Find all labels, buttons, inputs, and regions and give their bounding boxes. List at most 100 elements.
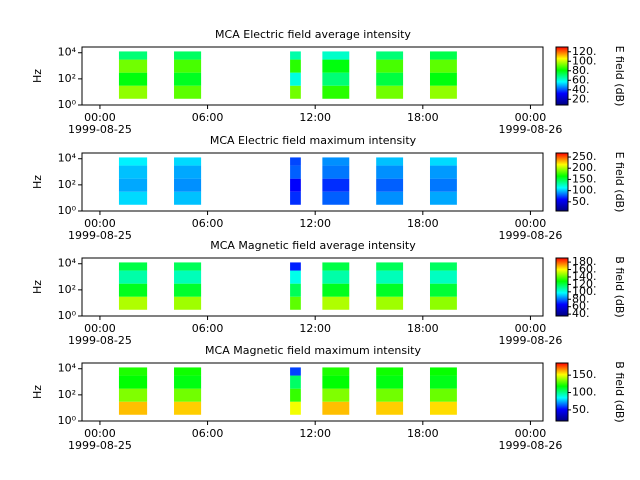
spectrogram-cell: [290, 283, 301, 297]
y-tick-label: 10⁰: [58, 414, 77, 427]
spectrogram-cell: [290, 51, 301, 60]
spectrogram-cell: [322, 401, 350, 415]
spectrogram-cell: [376, 59, 404, 73]
x-tick-label: 06:00: [192, 322, 224, 335]
spectrogram-cell: [118, 367, 148, 376]
spectrogram-cell: [429, 270, 457, 284]
spectrogram-cell: [290, 191, 301, 205]
spectrogram-cell: [376, 283, 404, 297]
x-tick-label: 12:00: [299, 111, 331, 124]
x-tick-label: 06:00: [192, 217, 224, 230]
colorbar-tick-label: 140.: [572, 270, 597, 283]
colorbar-tick-label: 100.: [572, 386, 597, 399]
spectrogram-cell: [376, 388, 404, 402]
date-label: 1999-08-25: [68, 334, 132, 347]
spectrogram-cell: [429, 367, 457, 376]
spectrogram-cell: [322, 367, 350, 376]
spectrogram-cell: [376, 165, 404, 179]
spectrogram-cell: [174, 283, 202, 297]
spectrogram-cell: [376, 367, 404, 376]
spectrogram-cell: [322, 178, 350, 192]
spectrogram-cell: [174, 270, 202, 284]
spectrogram-cell: [290, 401, 301, 415]
spectrogram-cell: [322, 262, 350, 271]
date-label: 1999-08-26: [498, 334, 562, 347]
colorbar-tick-label: 120.: [572, 45, 597, 58]
spectrogram-cell: [174, 296, 202, 310]
spectrogram-cell: [118, 59, 148, 73]
spectrogram-cell: [118, 401, 148, 415]
spectrogram-cell: [174, 375, 202, 389]
spectrogram-cell: [118, 296, 148, 310]
spectrogram-cell: [290, 270, 301, 284]
spectrogram-cell: [376, 262, 404, 271]
y-axis-label: Hz: [31, 175, 44, 189]
spectrogram-cell: [174, 72, 202, 86]
spectrogram-cell: [174, 401, 202, 415]
spectrogram-cell: [118, 157, 148, 166]
plot-frame: [81, 152, 544, 212]
panel-title: MCA Electric field average intensity: [215, 28, 411, 41]
spectrogram-cell: [376, 157, 404, 166]
spectrogram-cell: [118, 283, 148, 297]
spectrogram-cell: [322, 296, 350, 310]
x-tick-label: 12:00: [299, 322, 331, 335]
spectrogram-cell: [429, 262, 457, 271]
y-tick-label: 10⁴: [58, 257, 77, 270]
spectrogram-cell: [376, 72, 404, 86]
spectrogram-cell: [174, 157, 202, 166]
y-tick-label: 10⁰: [58, 204, 77, 217]
spectrogram-cell: [322, 283, 350, 297]
y-axis-label: Hz: [31, 280, 44, 294]
x-tick-label: 06:00: [192, 111, 224, 124]
spectrogram-cell: [118, 72, 148, 86]
colorbar-tick-label: 200.: [572, 161, 597, 174]
y-tick-label: 10⁴: [58, 362, 77, 375]
colorbar-tick-label: 20.: [572, 92, 590, 105]
colorbar: [555, 46, 569, 106]
spectrogram-cell: [290, 72, 301, 86]
spectrogram-cell: [429, 157, 457, 166]
colorbar: [555, 152, 569, 212]
spectrogram-cell: [376, 270, 404, 284]
x-tick-label: 00:00: [515, 217, 547, 230]
colorbar-tick-label: 40.: [572, 83, 590, 96]
spectrogram-cell: [290, 85, 301, 99]
spectrogram-cell: [174, 85, 202, 99]
x-tick-label: 00:00: [515, 322, 547, 335]
spectrogram-cell: [429, 59, 457, 73]
y-tick-label: 10²: [58, 178, 76, 191]
colorbar-tick-label: 180.: [572, 255, 597, 268]
x-tick-label: 06:00: [192, 427, 224, 440]
y-axis-label: Hz: [31, 69, 44, 83]
spectrogram-cell: [118, 191, 148, 205]
spectrogram-cell: [376, 178, 404, 192]
panel-title: MCA Magnetic field maximum intensity: [205, 344, 421, 357]
colorbar-label: E field (dB): [613, 46, 626, 107]
x-tick-label: 00:00: [84, 322, 116, 335]
x-tick-label: 18:00: [407, 322, 439, 335]
spectrogram-cell: [376, 375, 404, 389]
colorbar-tick-label: 50.: [572, 403, 590, 416]
colorbar-tick-label: 100.: [572, 54, 597, 67]
spectrogram-cell: [118, 85, 148, 99]
colorbar-tick-label: 150.: [572, 368, 597, 381]
spectrogram-cell: [429, 85, 457, 99]
colorbar-tick-label: 80.: [572, 292, 590, 305]
panel-title: MCA Electric field maximum intensity: [210, 134, 417, 147]
y-tick-label: 10⁴: [58, 152, 77, 165]
spectrogram-cell: [118, 165, 148, 179]
spectrogram-cell: [174, 51, 202, 60]
spectrogram-cell: [429, 51, 457, 60]
spectrogram-cell: [118, 178, 148, 192]
spectrogram-cell: [322, 375, 350, 389]
spectrogram-cell: [322, 85, 350, 99]
x-tick-label: 18:00: [407, 217, 439, 230]
spectrogram-cell: [290, 388, 301, 402]
x-tick-label: 00:00: [84, 111, 116, 124]
spectrogram-cell: [376, 191, 404, 205]
spectrogram-cell: [290, 375, 301, 389]
spectrogram-cell: [322, 157, 350, 166]
y-tick-label: 10⁰: [58, 309, 77, 322]
